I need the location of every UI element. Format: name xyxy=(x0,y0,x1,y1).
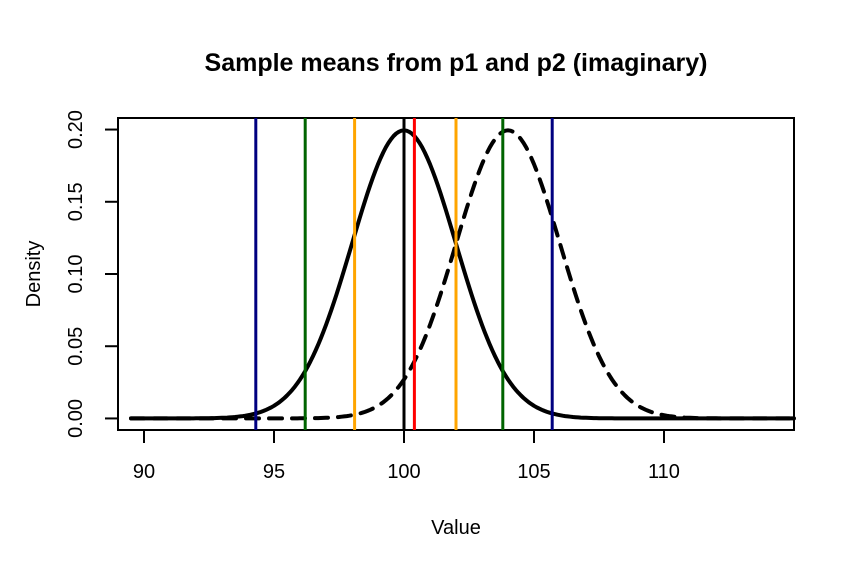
y-axis-tick-label: 0.20 xyxy=(65,110,87,149)
x-axis-tick-label: 100 xyxy=(387,461,420,483)
y-axis-tick-label: 0.05 xyxy=(65,327,87,366)
density-curve-p2-sample-means xyxy=(129,128,796,421)
chart-title: Sample means from p1 and p2 (imaginary) xyxy=(205,49,708,77)
y-axis-tick-label: 0.00 xyxy=(65,399,87,438)
y-axis-tick-label: 0.15 xyxy=(65,182,87,221)
y-axis-label: Density xyxy=(23,241,45,308)
x-axis-tick-label: 90 xyxy=(133,461,155,483)
x-axis-label: Value xyxy=(431,517,481,539)
x-axis-tick-label: 110 xyxy=(648,461,680,483)
density-curve-p1-sample-means xyxy=(129,128,796,421)
x-axis-tick-label: 95 xyxy=(263,461,285,483)
x-axis-tick-label: 105 xyxy=(517,461,550,483)
y-axis-tick-label: 0.10 xyxy=(65,255,87,294)
plot-area: 90 95 100 105 110 0.00 0.05 0.10 0.15 0.20 xyxy=(65,110,796,483)
